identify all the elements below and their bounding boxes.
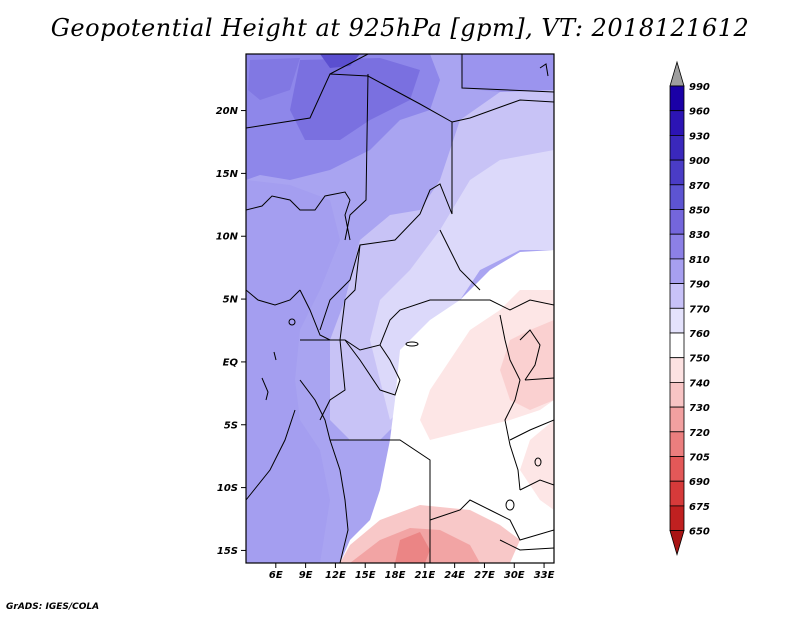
lat-tick-label: 5N (223, 295, 239, 306)
colorbar-swatch (669, 85, 685, 112)
colorbar-swatch (669, 505, 685, 531)
colorbar-level-label: 760 (689, 329, 710, 340)
colorbar-under-arrow (669, 530, 685, 557)
colorbar-swatch (669, 456, 685, 482)
lat-tick-label: 15S (217, 546, 238, 557)
colorbar-swatch (669, 184, 685, 210)
longitude-axis: 6E 9E 12E 15E 18E 21E 24E 27E 30E 33E (269, 563, 555, 581)
lon-tick-label: 12E (325, 570, 346, 581)
colorbar-level-label: 850 (689, 206, 710, 217)
lat-tick-label: 5S (224, 420, 238, 431)
lon-tick-label: 6E (269, 570, 283, 581)
lon-tick-label: 30E (504, 570, 525, 581)
colorbar-level-label: 960 (689, 107, 710, 118)
colorbar-swatch (669, 258, 685, 284)
colorbar-level-label: 675 (689, 502, 710, 513)
colorbar-swatch (669, 283, 685, 309)
colorbar-swatch (669, 134, 685, 161)
colorbar-level-label: 690 (689, 477, 710, 488)
lat-tick-label: 10S (217, 483, 238, 494)
lat-tick-label: 10N (216, 232, 239, 243)
footer-credit: GrADS: IGES/COLA (6, 602, 100, 612)
colorbar-level-label: 790 (689, 280, 710, 291)
lon-tick-label: 9E (299, 570, 313, 581)
lon-tick-label: 33E (534, 570, 555, 581)
colorbar-level-label: 705 (689, 453, 710, 464)
geopotential-field (246, 54, 554, 563)
map-frame (245, 53, 555, 564)
colorbar-level-label: 900 (689, 156, 710, 167)
lat-tick-label: EQ (223, 357, 239, 368)
colorbar-over-arrow (669, 60, 685, 87)
colorbar-swatch (669, 233, 685, 260)
lon-tick-label: 21E (414, 570, 435, 581)
colorbar-level-label: 720 (689, 428, 710, 439)
colorbar-swatch (669, 209, 685, 235)
lon-tick-label: 27E (474, 570, 495, 581)
lon-tick-label: 24E (444, 570, 465, 581)
colorbar: 990 960 930 900 870 850 830 810 790 770 760 750 740 7… (669, 60, 710, 557)
colorbar-level-label: 810 (689, 255, 710, 266)
colorbar-level-label: 730 (689, 403, 710, 414)
colorbar-level-label: 990 (689, 82, 710, 93)
latitude-axis: 20N 15N 10N 5N EQ 5S 10S 15S (216, 106, 246, 557)
lat-tick-label: 20N (216, 106, 239, 117)
colorbar-swatch (669, 406, 685, 433)
colorbar-level-label: 870 (689, 181, 710, 192)
colorbar-swatch (669, 307, 685, 334)
colorbar-level-label: 770 (689, 304, 710, 315)
lon-tick-label: 15E (355, 570, 376, 581)
map-title: Geopotential Height at 925hPa [gpm], VT:… (50, 14, 750, 42)
colorbar-swatch (669, 381, 685, 408)
colorbar-level-label: 830 (689, 230, 710, 241)
colorbar-level-label: 750 (689, 354, 710, 365)
colorbar-swatch (669, 431, 685, 457)
colorbar-level-label: 650 (689, 527, 710, 538)
colorbar-swatch (669, 480, 685, 507)
boundaries (246, 54, 554, 563)
colorbar-swatch (669, 357, 685, 383)
colorbar-swatch (669, 159, 685, 186)
lon-tick-label: 18E (385, 570, 406, 581)
colorbar-level-label: 930 (689, 131, 710, 142)
colorbar-level-label: 740 (689, 378, 710, 389)
colorbar-swatch (669, 110, 685, 136)
lat-tick-label: 15N (216, 169, 239, 180)
colorbar-swatch (669, 332, 685, 359)
